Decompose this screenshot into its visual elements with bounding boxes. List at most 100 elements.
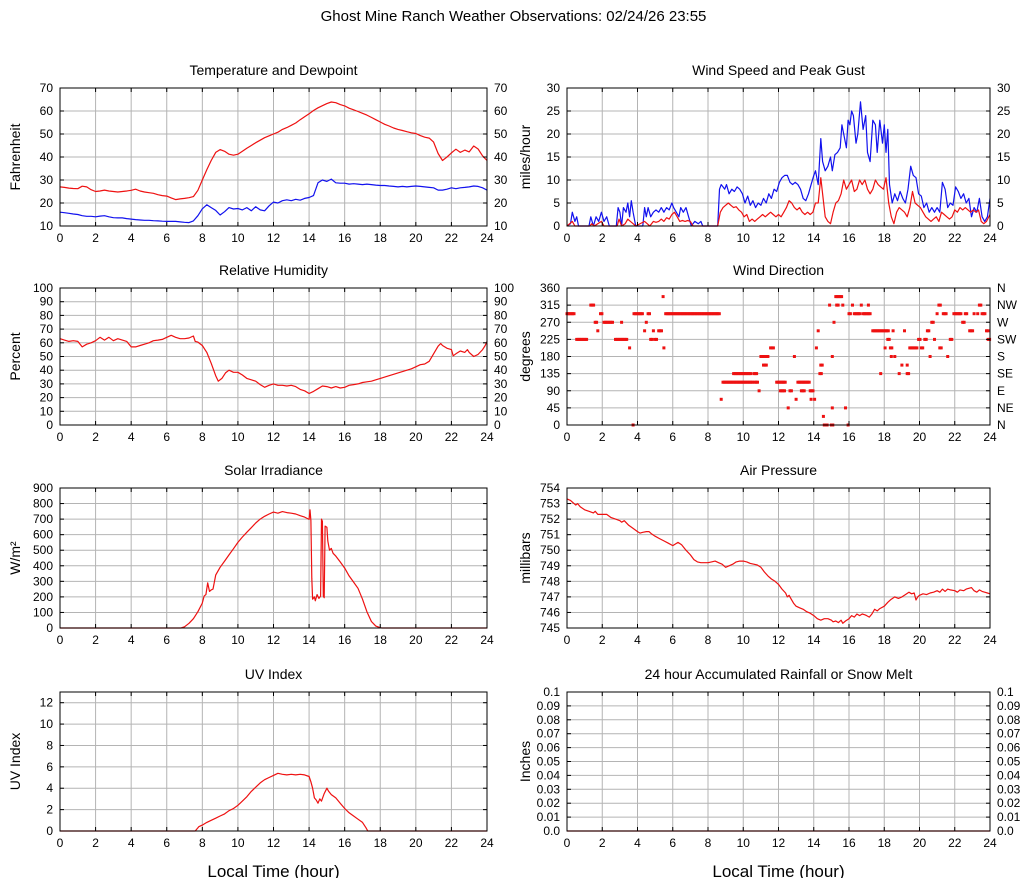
- xtick-label: 2: [599, 633, 606, 647]
- xtick-label: 18: [878, 836, 892, 850]
- xtick-label: 8: [705, 231, 712, 245]
- xtick-label: 18: [374, 231, 388, 245]
- ytick-label-right: 0.1: [997, 685, 1014, 699]
- ytick-label: 30: [40, 377, 54, 391]
- xtick-label: 24: [983, 231, 997, 245]
- xtick-label: 16: [338, 231, 352, 245]
- xtick-label: 6: [163, 836, 170, 850]
- xtick-label: 2: [599, 430, 606, 444]
- xtick-label: 2: [599, 231, 606, 245]
- xtick-label: 14: [302, 836, 316, 850]
- xtick-label: 10: [231, 430, 245, 444]
- ytick-label-right: 40: [494, 363, 508, 377]
- xtick-label: 0: [564, 231, 571, 245]
- xtick-label: 10: [231, 231, 245, 245]
- chart-uv-index: 0 2 4 6 8 10 12 0 2 4 6 8 10 12 14 16 18 20 22 24 UV Index UV…: [0, 655, 510, 878]
- ytick-label: 270: [540, 315, 560, 329]
- ytick-label: 2: [46, 803, 53, 817]
- ytick-label: 5: [553, 196, 560, 210]
- chart-title: Wind Speed and Peak Gust: [692, 62, 865, 78]
- ytick-label: 900: [33, 481, 53, 495]
- ytick-label-right: 10: [997, 173, 1011, 187]
- ytick-label: 0: [553, 219, 560, 233]
- ytick-label-right: 20: [997, 127, 1011, 141]
- ytick-label: 8: [46, 738, 53, 752]
- ytick-label-right: 80: [494, 308, 508, 322]
- xtick-label: 22: [445, 231, 459, 245]
- ytick-label-right: 30: [494, 377, 508, 391]
- xtick-label: 12: [267, 633, 281, 647]
- chart-air-pressure: 745 746 747 748 749 750 751 752 753 754 0 2 4 6 8 10 12 1…: [510, 455, 1027, 655]
- ytick-label: 4: [46, 781, 53, 795]
- ytick-label: 40: [40, 150, 54, 164]
- ytick-label: 60: [40, 336, 54, 350]
- ytick-label-right: 10: [494, 404, 508, 418]
- xtick-label: 6: [669, 430, 676, 444]
- chart-temperature-dewpoint: 10 10 20 20 30 30 40 40 50 50 60 60 70 70 0 2 4 6 8 10 12 14 1…: [0, 55, 510, 255]
- xtick-label: 24: [480, 836, 494, 850]
- xtick-label: 16: [338, 430, 352, 444]
- ytick-label-right: 20: [494, 391, 508, 405]
- ytick-label: 0.07: [537, 727, 561, 741]
- xtick-label: 12: [267, 231, 281, 245]
- xtick-label: 14: [302, 633, 316, 647]
- ytick-label-right: 40: [494, 150, 508, 164]
- xtick-label: 12: [267, 836, 281, 850]
- ytick-label-right: 70: [494, 81, 508, 95]
- xtick-label: 24: [983, 633, 997, 647]
- xtick-label: 12: [772, 836, 786, 850]
- series-temperature: [59, 101, 488, 201]
- xtick-label: 18: [374, 836, 388, 850]
- xtick-label: 0: [57, 836, 64, 850]
- xtick-label: 22: [948, 430, 962, 444]
- ytick-label-right: 0.03: [997, 782, 1021, 796]
- ytick-label-right: 0.09: [997, 699, 1021, 713]
- ytick-label-right: 25: [997, 104, 1011, 118]
- xtick-label: 14: [302, 231, 316, 245]
- xtick-label: 10: [737, 836, 751, 850]
- xtick-label: 16: [338, 836, 352, 850]
- ytick-label: 747: [540, 590, 560, 604]
- ytick-label-right: 0: [997, 219, 1004, 233]
- ytick-label: 40: [40, 363, 54, 377]
- xtick-label: 4: [128, 430, 135, 444]
- xtick-label: 6: [669, 633, 676, 647]
- ytick-label: 500: [33, 543, 53, 557]
- ytick-label: 0.06: [537, 741, 561, 755]
- ytick-label: 0: [553, 418, 560, 432]
- series-wind-direction: [565, 295, 992, 427]
- ytick-label: 754: [540, 481, 560, 495]
- chart-title: 24 hour Accumulated Rainfall or Snow Mel…: [645, 666, 913, 682]
- chart-wind-speed-gust: 0 0 5 5 10 10 15 15 20 20 25 25 30 30 0 2 4 6 8 10 12 14 16 18 2…: [510, 55, 1027, 255]
- xtick-label: 16: [842, 231, 856, 245]
- xtick-label: 8: [705, 430, 712, 444]
- ytick-label: 748: [540, 574, 560, 588]
- series-solar: [60, 509, 487, 629]
- ytick-label: 100: [33, 281, 53, 295]
- ytick-label-right: SW: [997, 332, 1017, 346]
- ytick-label: 20: [547, 127, 561, 141]
- xtick-label: 0: [564, 836, 571, 850]
- ytick-label: 0.02: [537, 796, 561, 810]
- xtick-label: 20: [409, 430, 423, 444]
- xtick-label: 10: [737, 231, 751, 245]
- y-axis-label: W/m²: [7, 541, 23, 575]
- ytick-label-right: 20: [494, 196, 508, 210]
- ytick-label: 90: [547, 384, 561, 398]
- ytick-label: 70: [40, 81, 54, 95]
- ytick-label: 0.1: [543, 685, 560, 699]
- y-axis-label: Fahrenheit: [7, 123, 23, 190]
- ytick-label-right: 60: [494, 104, 508, 118]
- xtick-label: 24: [983, 836, 997, 850]
- ytick-label: 50: [40, 127, 54, 141]
- ytick-label: 225: [540, 332, 560, 346]
- xtick-label: 16: [842, 836, 856, 850]
- ytick-label: 0: [46, 418, 53, 432]
- chart-title: Solar Irradiance: [224, 462, 323, 478]
- series-peak-gust: [566, 101, 991, 227]
